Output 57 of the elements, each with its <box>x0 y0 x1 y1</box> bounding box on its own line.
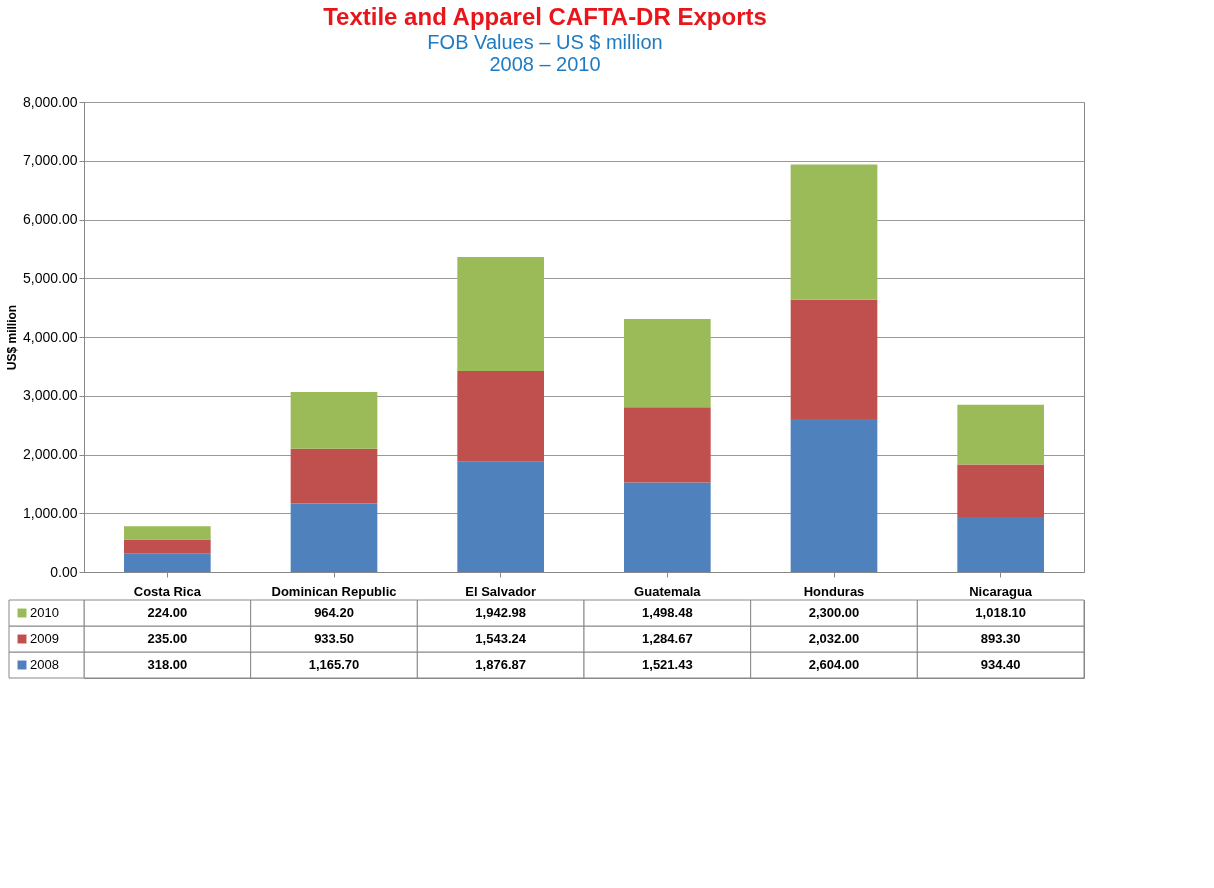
y-tick-label: 4,000.00 <box>23 328 78 345</box>
bar <box>790 419 878 572</box>
bar <box>290 392 378 449</box>
y-tick-label: 6,000.00 <box>23 211 78 227</box>
y-tick-label: 0.00 <box>50 563 78 580</box>
y-tick-label: 7,000.00 <box>23 152 78 169</box>
bar <box>957 517 1044 572</box>
data-label: 1,018.10 <box>975 605 1026 620</box>
x-tick-label: Costa Rica <box>133 583 202 599</box>
bar <box>957 404 1044 465</box>
data-label: 1,521.43 <box>642 657 693 672</box>
bar <box>624 482 711 572</box>
data-label: 1,498.48 <box>642 605 693 620</box>
data-label: 2,032.00 <box>808 631 860 646</box>
bar <box>457 256 544 372</box>
data-label: 934.40 <box>980 657 1021 672</box>
x-tick-label: El Salvador <box>465 583 537 599</box>
data-label: 318.00 <box>147 657 188 672</box>
data-label: 893.30 <box>980 631 1021 646</box>
x-tick-label: Guatemala <box>634 583 702 599</box>
bar <box>624 407 711 483</box>
bar <box>624 319 711 408</box>
legend-label: 2008 <box>30 657 59 672</box>
data-label: 933.50 <box>314 631 354 646</box>
y-tick-label: 8,000.00 <box>23 93 78 110</box>
chart-subtitle: FOB Values – US $ million 2008 – 2010 <box>427 30 663 75</box>
bar <box>124 526 211 540</box>
bar <box>790 164 878 300</box>
bar <box>124 553 211 572</box>
bar <box>457 371 544 462</box>
x-tick-label: Dominican Republic <box>271 583 397 599</box>
data-label: 224.00 <box>147 605 188 620</box>
y-axis-title: US$ million <box>5 304 19 371</box>
data-label: 1,165.70 <box>308 657 360 672</box>
chart-title: Textile and Apparel CAFTA-DR Exports <box>323 2 767 30</box>
y-tick-label: 2,000.00 <box>23 446 78 462</box>
bar <box>290 448 378 504</box>
y-tick-label: 3,000.00 <box>23 387 78 404</box>
x-tick-label: Nicaragua <box>969 583 1033 599</box>
bar <box>957 464 1044 518</box>
bar <box>457 461 544 572</box>
data-label: 235.00 <box>147 631 188 646</box>
data-label: 1,942.98 <box>475 605 526 620</box>
legend-label: 2010 <box>30 605 59 620</box>
y-tick-label: 1,000.00 <box>23 504 78 521</box>
data-label: 1,543.24 <box>475 631 527 646</box>
y-tick-label: 5,000.00 <box>23 269 78 286</box>
data-label: 964.20 <box>314 605 354 620</box>
data-label: 2,300.00 <box>808 605 860 620</box>
x-tick-label: Honduras <box>803 583 865 599</box>
data-label: 2,604.00 <box>808 657 860 672</box>
data-label: 1,876.87 <box>475 657 526 672</box>
bar <box>290 503 378 572</box>
bar <box>790 299 878 420</box>
bar <box>124 539 211 554</box>
data-label: 1,284.67 <box>642 631 693 646</box>
legend-label: 2009 <box>30 631 59 646</box>
